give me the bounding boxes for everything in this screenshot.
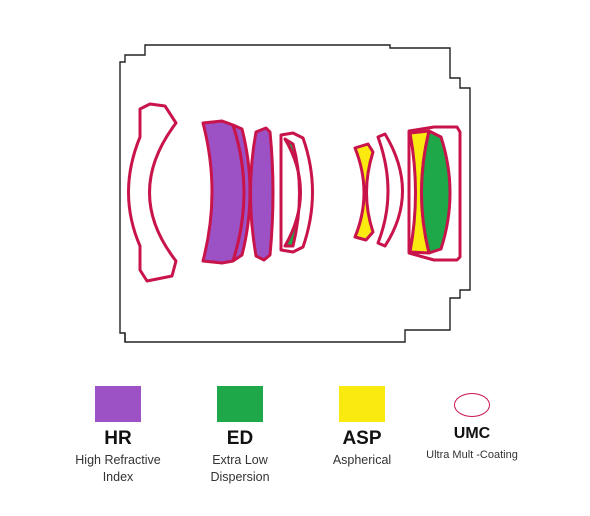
legend-hr-desc: High Refractive Index <box>53 452 183 486</box>
lens-housing <box>119 44 471 343</box>
legend-asp-desc-line-1: Aspherical <box>332 453 392 467</box>
lens-element-6 <box>376 132 404 248</box>
legend-ed-desc-line-2: Dispersion <box>210 470 270 484</box>
legend-hr: HR High Refractive Index <box>53 386 183 486</box>
legend-ed: ED Extra Low Dispersion <box>175 386 305 486</box>
legend-hr-desc-line-2: Index <box>102 470 134 484</box>
legend-asp-desc: Aspherical <box>297 452 427 469</box>
legend-hr-abbr: HR <box>104 428 132 449</box>
lens-element-2b <box>231 123 252 263</box>
legend-ed-swatch <box>217 386 263 422</box>
legend-umc: UMC Ultra Mult -Coating <box>407 386 537 464</box>
legend-hr-swatch <box>95 386 141 422</box>
lens-element-7-ed <box>420 129 452 255</box>
legend-asp-swatch <box>339 386 385 422</box>
lens-element-4-ed <box>283 137 302 248</box>
legend-umc-ring <box>454 393 490 417</box>
legend-umc-desc-line-1: Ultra Mult -Coating <box>426 449 518 461</box>
lens-element-5-asp <box>353 142 375 242</box>
lens-element-3 <box>249 126 275 262</box>
legend-asp: ASP Aspherical <box>297 386 427 469</box>
legend-asp-abbr: ASP <box>342 428 382 449</box>
legend-ed-desc: Extra Low Dispersion <box>175 452 305 486</box>
lens-element-1 <box>127 102 178 283</box>
legend-ed-abbr: ED <box>226 428 254 449</box>
legend-ed-desc-line-1: Extra Low <box>212 453 268 467</box>
legend-umc-abbr: UMC <box>453 425 491 442</box>
legend-hr-desc-line-1: High Refractive <box>75 453 161 467</box>
lens-element-4-frame <box>279 131 314 254</box>
legend-umc-desc: Ultra Mult -Coating <box>407 447 537 464</box>
